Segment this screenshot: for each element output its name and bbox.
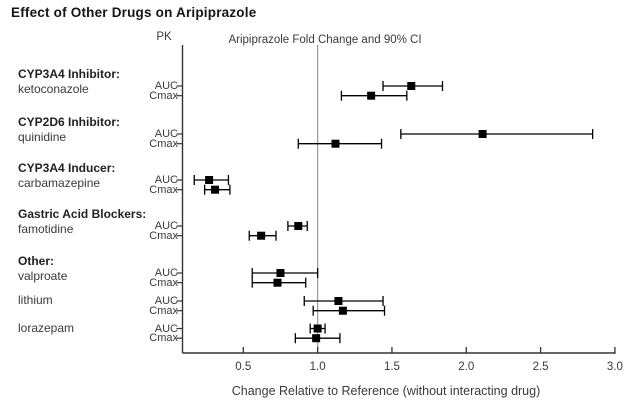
drug-label: lorazepam	[18, 320, 75, 335]
point-marker	[338, 306, 347, 315]
category-label: CYP3A4 Inducer:	[18, 161, 116, 175]
point-marker	[211, 185, 220, 194]
plot-column-header: Aripiprazole Fold Change and 90% CI	[228, 34, 422, 46]
x-tick-label: 0.5	[235, 361, 252, 373]
category-label: Other:	[18, 254, 54, 268]
pk-row-label: Cmax	[149, 89, 178, 102]
pk-column-header: PK	[156, 31, 172, 43]
point-marker	[367, 91, 376, 100]
pk-row-label: AUC	[154, 174, 178, 186]
pk-row-label: Cmax	[149, 183, 178, 196]
x-tick-label: 2.5	[532, 361, 549, 373]
point-marker	[478, 130, 487, 138]
drug-label: quinidine	[18, 130, 67, 144]
pk-row-label: AUC	[154, 322, 178, 335]
pk-row-label: AUC	[154, 267, 178, 279]
chart-title: Effect of Other Drugs on Aripiprazole	[11, 5, 257, 20]
point-marker	[276, 269, 285, 277]
point-marker	[407, 82, 416, 90]
drug-label: valproate	[18, 269, 68, 283]
point-marker	[205, 176, 214, 184]
pk-row-label: AUC	[154, 128, 178, 140]
point-marker	[294, 222, 303, 230]
category-label: Gastric Acid Blockers:	[18, 207, 147, 221]
x-tick-label: 3.0	[606, 361, 623, 373]
pk-row-label: AUC	[154, 295, 178, 307]
pk-row-label: Cmax	[149, 304, 178, 317]
pk-row-label: Cmax	[149, 332, 178, 345]
point-marker	[334, 297, 343, 305]
pk-row-label: AUC	[154, 80, 178, 92]
point-marker	[273, 278, 282, 287]
x-tick-label: 1.5	[383, 361, 400, 373]
drug-label: famotidine	[18, 222, 74, 236]
pk-row-label: Cmax	[149, 229, 178, 242]
category-label: CYP2D6 Inhibitor:	[18, 115, 121, 129]
drug-label: lithium	[18, 293, 53, 307]
x-tick-label: 2.0	[458, 361, 475, 373]
x-axis-title: Change Relative to Reference (without in…	[231, 384, 541, 398]
drug-label: ketoconazole	[18, 82, 89, 96]
category-label: CYP3A4 Inhibitor:	[18, 67, 121, 81]
point-marker	[331, 139, 340, 148]
pk-row-label: Cmax	[149, 137, 178, 150]
x-tick-label: 1.0	[309, 361, 326, 373]
pk-row-label: AUC	[154, 220, 178, 232]
drug-label: carbamazepine	[18, 176, 101, 190]
point-marker	[312, 334, 321, 343]
point-marker	[257, 231, 266, 240]
point-marker	[313, 324, 322, 333]
pk-row-label: Cmax	[149, 276, 178, 289]
